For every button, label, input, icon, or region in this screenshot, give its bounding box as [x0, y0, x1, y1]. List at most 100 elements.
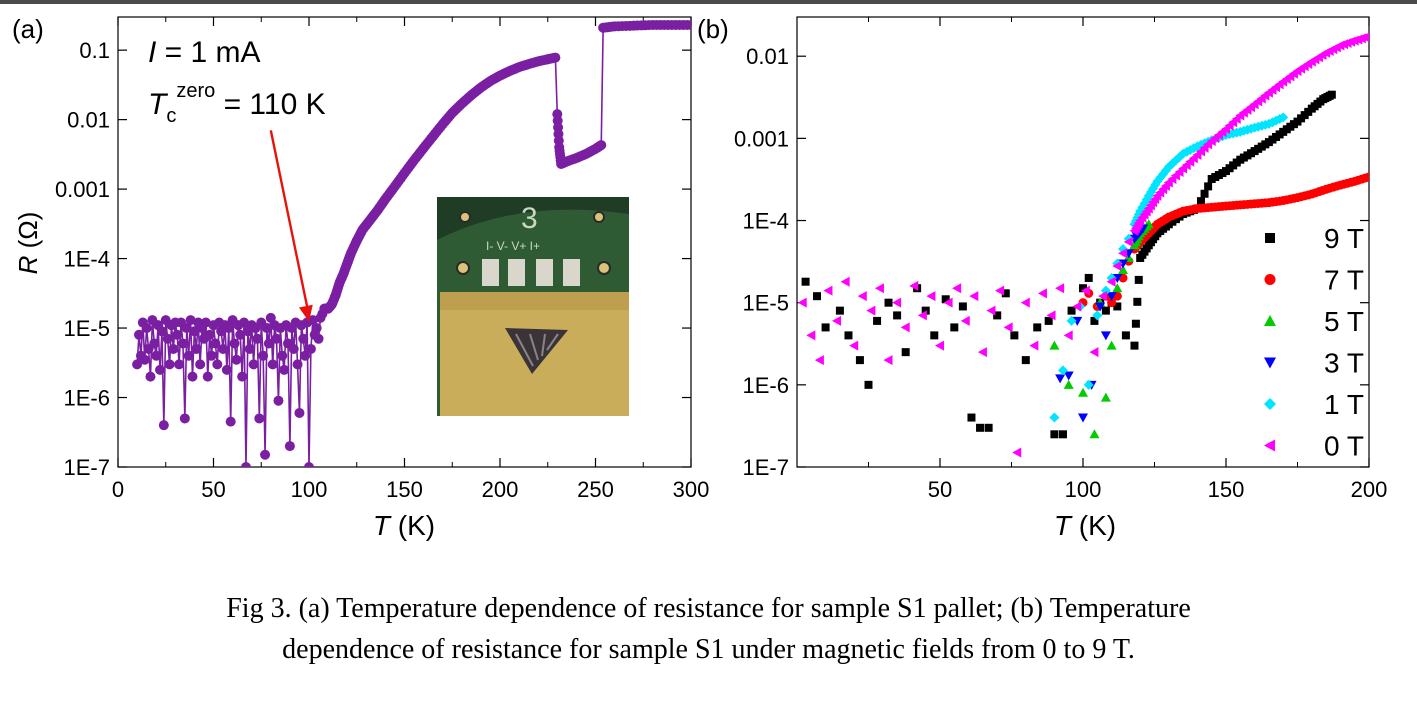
data-point [797, 297, 807, 308]
data-point [873, 316, 882, 325]
data-point [1364, 172, 1369, 182]
inset-gold-shade [440, 292, 629, 310]
x-tick-label: 0 [112, 477, 124, 502]
panel-b-series [797, 32, 1369, 458]
data-point [239, 317, 250, 328]
data-point [162, 333, 173, 344]
panel-a-xlabel: T (K) [373, 510, 435, 541]
legend-marker [1265, 233, 1275, 243]
data-point [1090, 316, 1099, 325]
data-point [901, 348, 910, 357]
data-point [840, 276, 850, 287]
inset-pad-labels: I- V- V+ I+ [486, 239, 540, 253]
data-point [874, 283, 884, 294]
data-point [1089, 347, 1099, 358]
data-point [179, 413, 190, 424]
data-point [260, 449, 271, 460]
panel-b-axes: 50 100 150 200 1E-7 1E-6 1E-5 1E-4 0.001 0.01 [734, 17, 1387, 502]
data-point [206, 350, 217, 361]
data-point [884, 298, 893, 307]
x-tick-label: 300 [673, 477, 710, 502]
data-point [943, 297, 953, 308]
data-point [921, 306, 930, 315]
data-point [823, 285, 833, 296]
inset-sample-streaks [515, 333, 559, 367]
tc-annotation: Tczero = 110 K [148, 80, 326, 127]
data-point [984, 423, 993, 432]
data-point [1044, 316, 1053, 325]
data-point [814, 355, 824, 366]
inset-board-number: 3 [521, 202, 538, 235]
legend-label: 3 T [1324, 348, 1364, 379]
data-point [1092, 310, 1103, 321]
data-point [292, 359, 303, 370]
data-point [195, 359, 206, 370]
current-annotation: I = 1 mA [148, 36, 261, 69]
data-point [1327, 90, 1336, 99]
data-point [1078, 387, 1088, 397]
data-point [1100, 285, 1111, 296]
x-tick-label: 50 [201, 477, 225, 502]
inset-board-edge [437, 197, 629, 240]
panel-a-ylabel: R (Ω) [13, 212, 43, 275]
data-point [663, 20, 674, 31]
data-point [1106, 276, 1116, 287]
data-point [1066, 315, 1077, 326]
y-tick-label: 1E-6 [743, 373, 789, 398]
x-tick-label: 100 [291, 477, 328, 502]
data-point [183, 350, 194, 361]
data-point [307, 315, 318, 326]
data-point [174, 359, 185, 370]
data-point [261, 323, 272, 334]
inset-sample [505, 328, 568, 374]
data-point [1134, 275, 1143, 284]
data-point [1050, 430, 1059, 439]
data-point [1083, 379, 1094, 390]
data-point [273, 395, 284, 406]
data-point [300, 350, 311, 361]
data-point [1112, 260, 1122, 271]
data-point [305, 343, 316, 354]
data-point [223, 323, 234, 334]
data-point [976, 423, 985, 432]
data-point [813, 292, 822, 301]
inset-pad-1 [482, 259, 499, 286]
data-point [1049, 340, 1060, 350]
data-point [277, 350, 288, 361]
data-point [844, 331, 853, 340]
data-point [832, 315, 842, 326]
data-point [866, 305, 876, 316]
data-point [149, 338, 160, 349]
data-point [1020, 297, 1030, 308]
data-point [181, 323, 192, 334]
series-0t [797, 32, 1369, 458]
data-point [248, 359, 259, 370]
inset-hole-right [597, 261, 611, 275]
data-point [168, 343, 179, 354]
legend-marker [1264, 274, 1276, 285]
data-point [595, 140, 606, 151]
data-point [218, 343, 229, 354]
data-point [1049, 412, 1060, 423]
data-point [191, 343, 202, 354]
legend-label: 1 T [1324, 389, 1364, 420]
y-tick-label: 0.001 [734, 126, 789, 151]
data-point [1095, 302, 1106, 312]
legend-marker [1264, 398, 1276, 410]
data-point [892, 297, 902, 308]
data-point [1001, 289, 1010, 298]
x-tick-label: 150 [386, 477, 423, 502]
data-point [1200, 189, 1209, 198]
y-tick-label: 0.001 [55, 177, 110, 202]
data-point [993, 311, 1002, 320]
legend-item: 3 T [1264, 348, 1364, 379]
data-point [1118, 264, 1129, 274]
data-point [1204, 182, 1213, 191]
data-point [624, 20, 635, 31]
data-point [553, 135, 564, 146]
y-tick-label: 0.01 [746, 44, 789, 69]
data-point [1123, 236, 1133, 247]
data-point [204, 329, 215, 340]
data-point [212, 359, 223, 370]
data-point [900, 322, 910, 333]
